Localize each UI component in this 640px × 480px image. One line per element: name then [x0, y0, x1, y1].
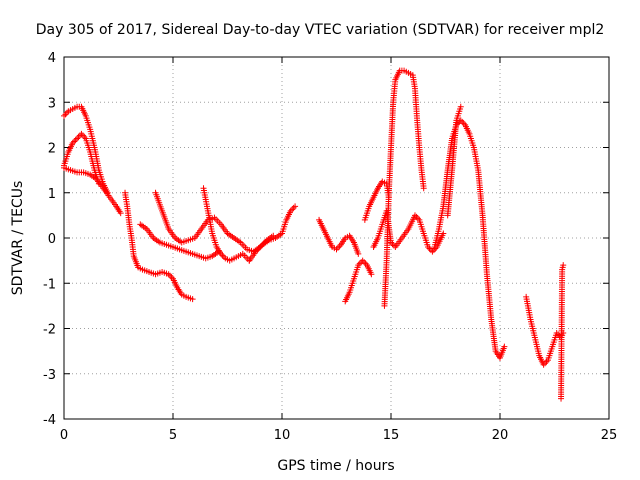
data-point [78, 130, 85, 137]
data-point [62, 111, 69, 118]
y-axis: -4 -3 -2 -1 0 1 2 3 4 [43, 51, 609, 428]
y-tick-label: 2 [48, 142, 56, 157]
x-tick-label: 10 [274, 428, 291, 443]
data-point [72, 136, 79, 143]
y-tick-label: -1 [43, 277, 56, 292]
data-point [220, 253, 227, 260]
y-tick-label: 3 [48, 96, 56, 111]
x-tick-label: 0 [60, 428, 68, 443]
data-points [61, 67, 567, 402]
x-axis: 0 5 10 15 20 25 [60, 57, 617, 443]
x-tick-label: 25 [601, 428, 618, 443]
data-point [430, 247, 437, 254]
x-tick-label: 5 [169, 428, 177, 443]
data-point [79, 132, 86, 139]
x-tick-label: 15 [383, 428, 400, 443]
y-tick-label: -4 [43, 413, 56, 428]
series-arc-15 [444, 103, 464, 219]
y-tick-label: 4 [48, 51, 56, 66]
series-arc-7 [200, 185, 253, 264]
series-arc-10 [342, 257, 375, 305]
data-point [61, 112, 67, 119]
data-point [189, 296, 196, 303]
y-axis-label: SDTVAR / TECUs [10, 181, 26, 296]
y-tick-label: 0 [48, 232, 56, 247]
data-point [459, 118, 466, 125]
y-tick-label: -2 [43, 323, 56, 338]
data-point [368, 271, 375, 278]
series-arc-4 [122, 189, 196, 303]
series-arc-5 [137, 221, 222, 262]
data-point [74, 135, 81, 142]
data-point [558, 395, 565, 402]
series-arc-low [61, 164, 124, 217]
data-point [63, 109, 70, 116]
grid [64, 57, 609, 419]
x-axis-label: GPS time / hours [277, 458, 394, 474]
x-tick-label: 20 [492, 428, 509, 443]
data-point [420, 185, 427, 192]
y-tick-label: -3 [43, 368, 56, 383]
series-arc-17 [558, 262, 567, 402]
y-tick-label: 1 [48, 187, 56, 202]
data-point [290, 204, 297, 211]
series-arc-8 [246, 203, 299, 264]
data-point [359, 257, 366, 264]
data-point [292, 203, 299, 210]
data-point [361, 259, 368, 266]
data-point [75, 133, 82, 140]
series-arc-13 [381, 67, 427, 309]
chart-title: Day 305 of 2017, Sidereal Day-to-day VTE… [36, 22, 605, 38]
data-point [501, 343, 508, 350]
series-arc-9 [316, 216, 362, 257]
data-point [457, 103, 464, 110]
data-point [440, 230, 447, 237]
data-point [334, 244, 341, 251]
data-point [117, 210, 124, 217]
data-point [355, 250, 362, 257]
